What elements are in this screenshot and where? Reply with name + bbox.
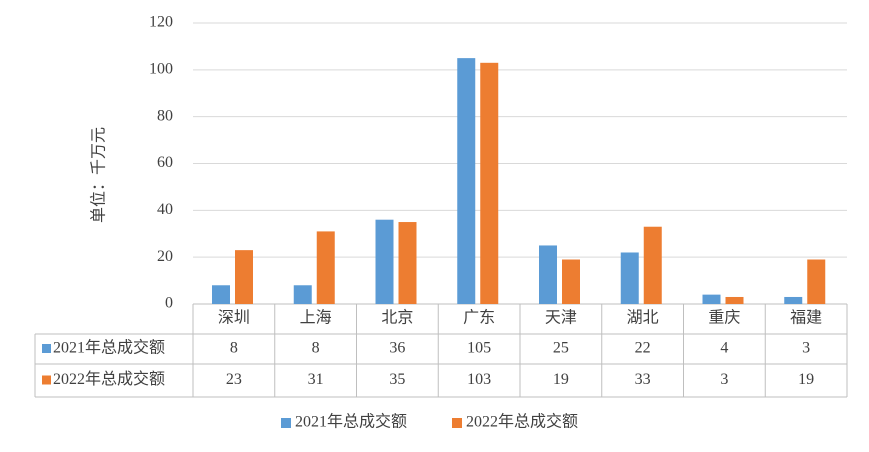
table-cell: 8 <box>312 340 320 357</box>
x-tick-label: 广东 <box>463 309 495 327</box>
legend-swatch <box>42 344 51 353</box>
bar <box>807 259 826 304</box>
table-cell: 3 <box>802 340 810 357</box>
table-cell: 22 <box>635 340 651 357</box>
table-cell: 23 <box>226 371 242 388</box>
bar <box>316 231 335 304</box>
table-cell: 103 <box>467 371 491 388</box>
bar <box>620 252 639 304</box>
bar <box>398 222 417 304</box>
table-cell: 36 <box>389 340 405 357</box>
x-tick-label: 湖北 <box>627 309 659 327</box>
x-tick-label: 深圳 <box>218 309 250 327</box>
x-tick-label: 重庆 <box>708 309 740 327</box>
bar <box>643 226 662 304</box>
table-row-header: 2022年总成交额 <box>53 370 165 388</box>
y-tick-label: 60 <box>157 154 173 171</box>
y-axis-label: 单位：千万元 <box>90 127 108 223</box>
y-tick-label: 100 <box>149 61 173 78</box>
table-cell: 3 <box>720 371 728 388</box>
table-cell: 33 <box>635 371 651 388</box>
legend-label: 2021年总成交额 <box>295 413 407 431</box>
legend-label: 2022年总成交额 <box>466 413 578 431</box>
bar <box>702 294 721 304</box>
table-cell: 19 <box>798 371 814 388</box>
legend-swatch <box>452 418 462 428</box>
bar <box>725 296 744 304</box>
bar <box>212 285 230 304</box>
table-cell: 25 <box>553 340 569 357</box>
x-tick-label: 北京 <box>381 309 413 327</box>
x-tick-label: 上海 <box>300 309 332 327</box>
bar <box>784 296 803 304</box>
table-cell: 35 <box>389 371 405 388</box>
x-tick-label: 天津 <box>545 309 577 327</box>
bar <box>375 219 394 304</box>
table-cell: 31 <box>308 371 324 388</box>
bar <box>235 250 253 304</box>
y-tick-label: 0 <box>165 295 173 312</box>
y-tick-label: 120 <box>149 14 173 31</box>
table-cell: 8 <box>230 340 238 357</box>
legend-swatch <box>281 418 291 428</box>
table-cell: 4 <box>720 340 728 357</box>
y-tick-label: 80 <box>157 107 173 124</box>
x-tick-label: 福建 <box>790 309 822 327</box>
legend-swatch <box>42 375 51 385</box>
bar <box>457 58 476 304</box>
bar <box>480 62 499 304</box>
y-tick-label: 40 <box>157 201 173 218</box>
table-row-header: 2021年总成交额 <box>53 339 165 357</box>
bar <box>539 245 557 304</box>
table-cell: 19 <box>553 371 569 388</box>
bar <box>562 259 580 304</box>
y-tick-label: 20 <box>157 248 173 265</box>
table-cell: 105 <box>467 340 491 357</box>
bar <box>293 285 312 304</box>
